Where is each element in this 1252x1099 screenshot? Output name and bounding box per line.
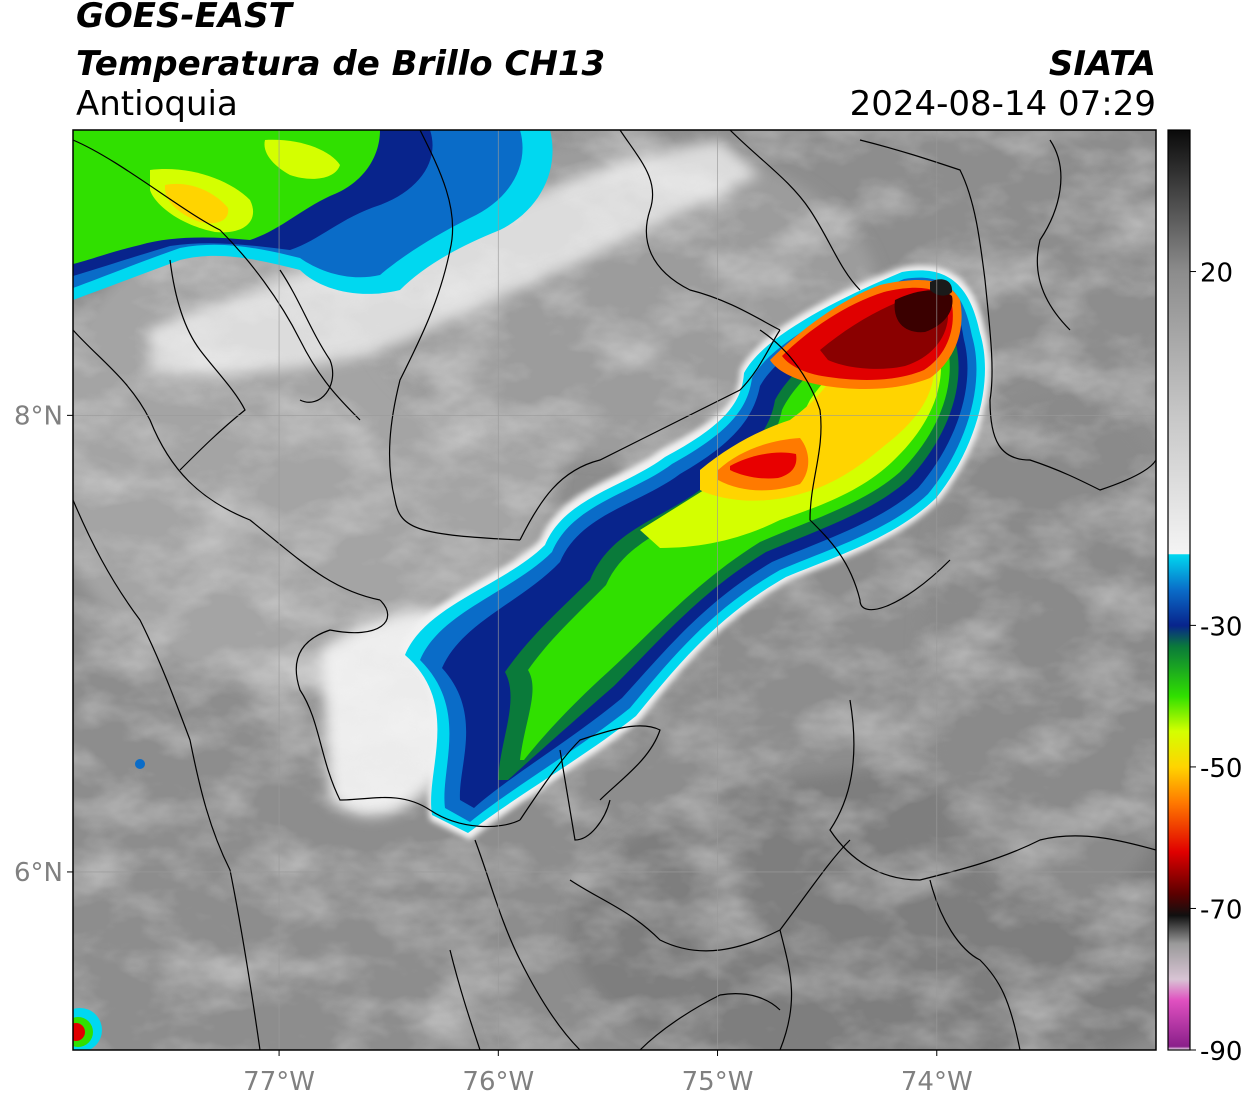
- satellite-imagery: [73, 130, 1156, 1050]
- colorbar-tick-label: 20: [1200, 259, 1233, 289]
- colorbar-tick-label: -50: [1200, 754, 1242, 784]
- colorbar-tick-label: -30: [1200, 612, 1242, 642]
- gridlines: [73, 130, 1156, 1050]
- lon-tick-label: 77°W: [243, 1067, 315, 1097]
- axis-ticks: 77°W 76°W 75°W 74°W 8°N 6°N: [14, 401, 973, 1097]
- satellite-title: GOES-EAST: [76, 0, 292, 36]
- lon-tick-label: 74°W: [901, 1067, 973, 1097]
- lat-tick-label: 6°N: [14, 858, 63, 888]
- lon-tick-label: 75°W: [682, 1067, 754, 1097]
- colorbar-gradient: [1167, 129, 1191, 1051]
- colorbar-tick-label: -90: [1200, 1037, 1242, 1067]
- boundaries: [73, 130, 1156, 1050]
- product-title: Temperatura de Brillo CH13: [76, 44, 606, 84]
- timestamp-label: 2024-08-14 07:29: [849, 84, 1156, 124]
- lat-tick-label: 8°N: [14, 401, 63, 431]
- region-title: Antioquia: [76, 84, 238, 124]
- northwest-cloud: [73, 130, 553, 300]
- convective-system: [400, 265, 990, 841]
- colorbar-ticks: 20 -30 -50 -70 -90: [1190, 259, 1242, 1067]
- lon-tick-label: 76°W: [462, 1067, 534, 1097]
- colorbar-tick-label: -70: [1200, 895, 1242, 925]
- map-frame: [72, 129, 1157, 1051]
- colorbar: 20 -30 -50 -70 -90: [1167, 129, 1242, 1067]
- source-label: SIATA: [1048, 44, 1156, 84]
